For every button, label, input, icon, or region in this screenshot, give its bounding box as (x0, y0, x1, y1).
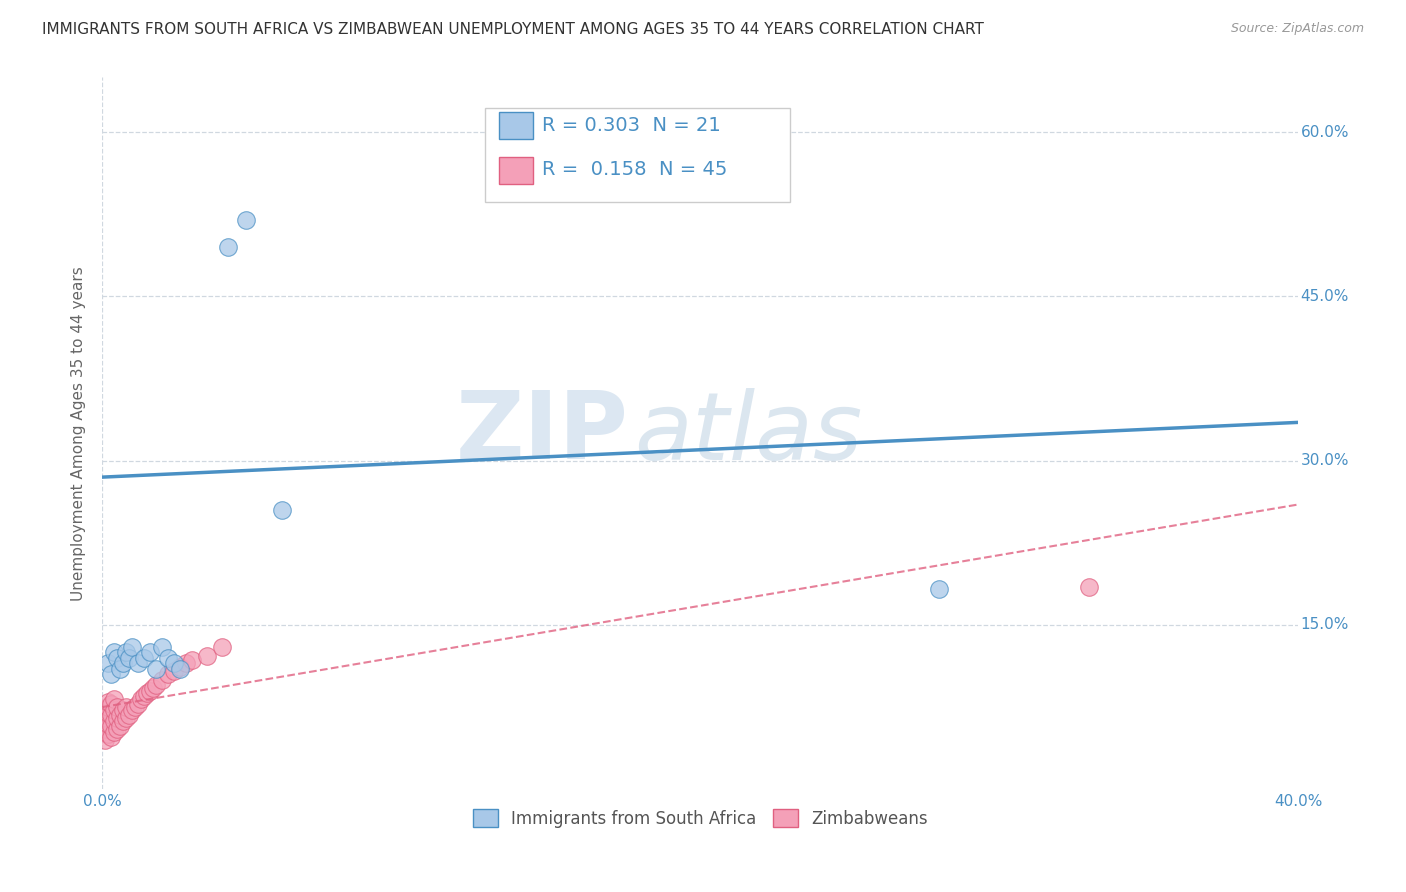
Point (112, 714, 135, 729)
Text: 30.0%: 30.0% (1301, 453, 1348, 468)
Point (103, 714, 125, 729)
Point (127, 697, 149, 711)
Point (97, 657, 120, 671)
Point (270, 503, 292, 517)
Point (169, 659, 191, 673)
Text: R =  0.158  N = 45: R = 0.158 N = 45 (543, 161, 728, 179)
Point (142, 681, 165, 696)
Point (211, 640, 233, 654)
Point (121, 703, 143, 717)
Point (103, 703, 125, 717)
Point (145, 678, 167, 692)
Point (235, 212, 257, 227)
Point (103, 725, 125, 739)
Point (103, 645, 125, 659)
Point (115, 645, 138, 659)
Text: 60.0%: 60.0% (1301, 125, 1348, 140)
Text: ZIP: ZIP (456, 387, 628, 479)
Point (115, 700, 138, 714)
Point (97, 727, 120, 741)
Point (174, 657, 197, 671)
Point (124, 700, 146, 714)
Point (132, 689, 155, 703)
Point (129, 692, 152, 706)
Point (94, 722, 117, 736)
Point (97, 700, 120, 714)
Point (121, 640, 143, 654)
Point (139, 683, 162, 698)
Point (100, 707, 122, 722)
FancyBboxPatch shape (485, 108, 790, 202)
Point (156, 650, 179, 665)
Point (150, 640, 173, 654)
Point (195, 648, 218, 663)
Text: Source: ZipAtlas.com: Source: ZipAtlas.com (1230, 22, 1364, 36)
Point (105, 650, 128, 665)
Point (103, 692, 125, 706)
Point (169, 662, 191, 676)
Point (105, 711, 128, 725)
Point (108, 707, 131, 722)
Point (100, 697, 122, 711)
Text: atlas: atlas (634, 388, 863, 479)
Point (127, 657, 149, 671)
Point (118, 650, 141, 665)
Point (105, 722, 128, 736)
Point (112, 657, 135, 671)
Point (105, 700, 128, 714)
Point (217, 240, 239, 254)
Point (163, 657, 186, 671)
Point (97, 716, 120, 731)
Point (928, 582, 950, 596)
Point (139, 645, 162, 659)
Point (97, 695, 120, 709)
Point (136, 686, 159, 700)
Legend: Immigrants from South Africa, Zimbabweans: Immigrants from South Africa, Zimbabwean… (465, 803, 935, 834)
Point (150, 673, 173, 687)
Point (1077, 580, 1099, 594)
Point (132, 650, 155, 665)
Y-axis label: Unemployment Among Ages 35 to 44 years: Unemployment Among Ages 35 to 44 years (72, 266, 86, 600)
Point (94, 711, 117, 725)
Text: 45.0%: 45.0% (1301, 289, 1348, 304)
FancyBboxPatch shape (499, 112, 533, 139)
Text: IMMIGRANTS FROM SOUTH AFRICA VS ZIMBABWEAN UNEMPLOYMENT AMONG AGES 35 TO 44 YEAR: IMMIGRANTS FROM SOUTH AFRICA VS ZIMBABWE… (42, 22, 984, 37)
Text: 15.0%: 15.0% (1301, 617, 1348, 632)
Point (94, 706, 117, 720)
Point (112, 703, 135, 717)
Point (100, 730, 122, 744)
Point (118, 707, 141, 722)
Point (94, 733, 117, 747)
Point (108, 719, 131, 733)
Point (115, 711, 138, 725)
Point (180, 653, 202, 667)
Point (156, 667, 179, 681)
Point (163, 664, 186, 678)
Point (97, 706, 120, 720)
Point (145, 662, 167, 676)
Point (100, 667, 122, 681)
Text: R = 0.303  N = 21: R = 0.303 N = 21 (543, 116, 721, 135)
FancyBboxPatch shape (499, 157, 533, 185)
Point (100, 719, 122, 733)
Point (108, 662, 131, 676)
